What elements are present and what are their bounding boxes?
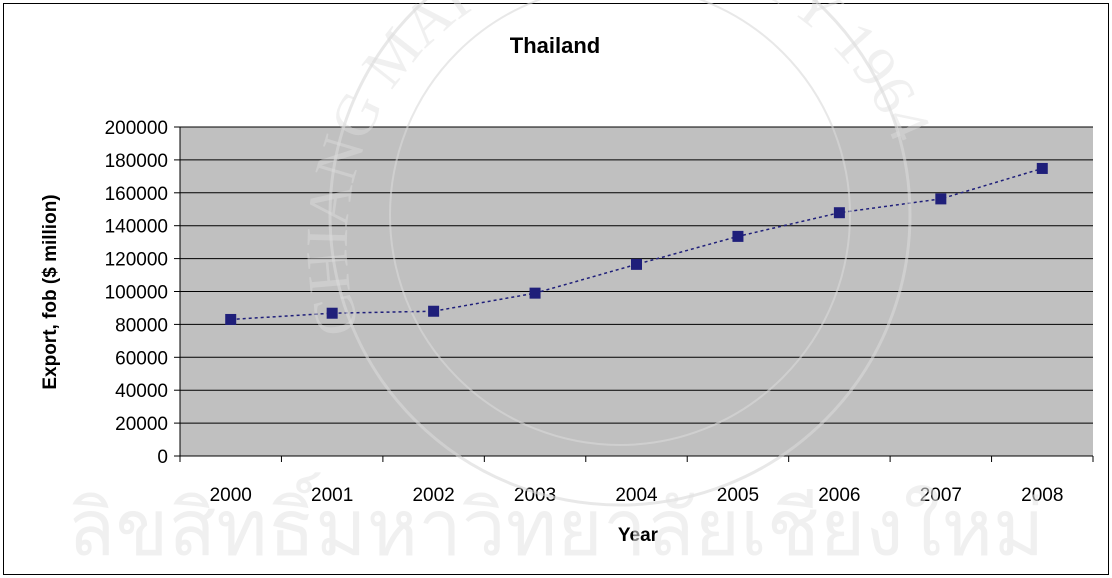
y-tick-label: 80000: [115, 315, 168, 336]
data-point-2002: [428, 305, 440, 317]
x-tick-label: 2007: [920, 485, 962, 506]
y-axis-label: Export, fob ($ million): [40, 194, 61, 389]
y-tick-label: 160000: [105, 184, 168, 205]
data-point-2005: [732, 230, 744, 242]
chart-title: Thailand: [510, 33, 600, 58]
y-tick-label: 140000: [105, 217, 168, 238]
y-tick-label: 60000: [115, 348, 168, 369]
data-point-2000: [225, 313, 237, 325]
x-tick-label: 2008: [1021, 485, 1063, 506]
x-tick-label: 2006: [818, 485, 860, 506]
y-tick-label: 200000: [105, 118, 168, 139]
y-tick-label: 180000: [105, 151, 168, 172]
x-axis-label: Year: [618, 525, 659, 546]
y-tick-label: 100000: [105, 283, 168, 304]
data-point-2001: [326, 307, 338, 319]
y-tick-label: 40000: [115, 381, 168, 402]
x-tick-label: 2000: [210, 485, 252, 506]
data-point-2004: [631, 258, 642, 270]
data-point-2007: [935, 193, 947, 205]
y-tick-label: 0: [157, 447, 168, 468]
data-point-2008: [1036, 162, 1048, 174]
y-tick-labels: 0 20000 40000 60000 80000 100000 120000 140000 1…: [105, 118, 168, 468]
x-tick-label: 2005: [717, 485, 759, 506]
data-point-2003: [529, 287, 541, 299]
x-tick-label: 2003: [514, 485, 556, 506]
x-tick-label: 2002: [412, 485, 454, 506]
y-tick-label: 20000: [115, 414, 168, 435]
y-tick-label: 120000: [105, 250, 168, 271]
x-tick-label: 2004: [615, 485, 658, 506]
data-point-2006: [833, 207, 845, 219]
x-tick-labels: 2000 2001 2002 2003 2004 2005 2006 2007 2008: [210, 485, 1064, 506]
x-tick-label: 2001: [311, 485, 353, 506]
